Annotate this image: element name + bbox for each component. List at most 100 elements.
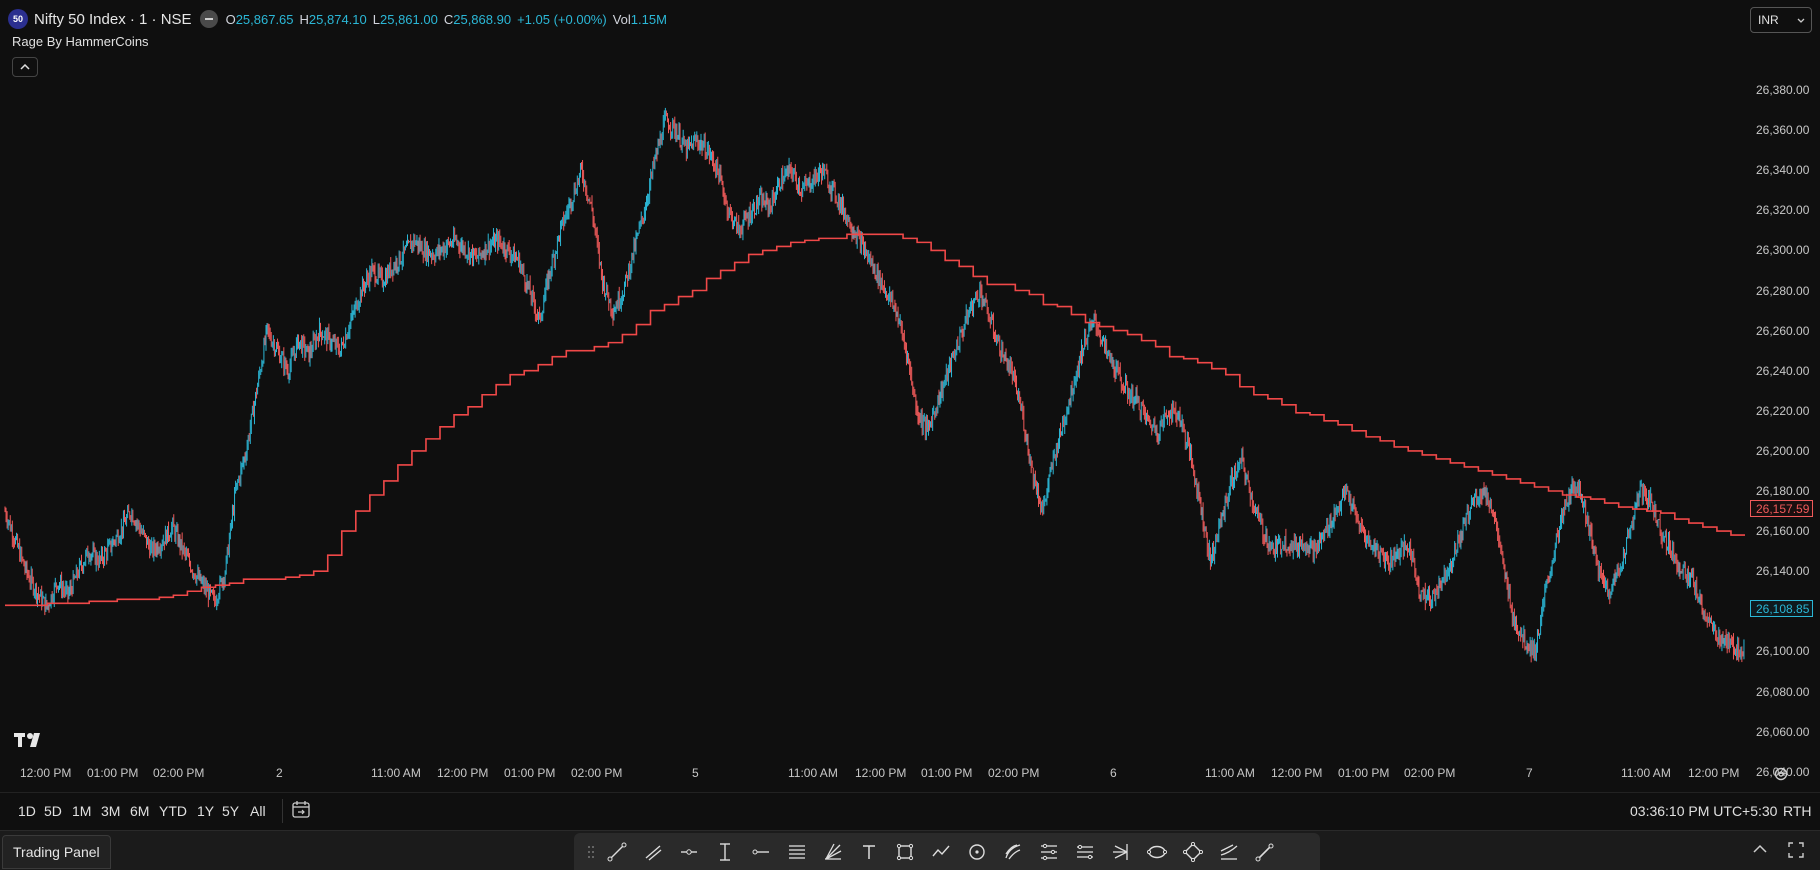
price-axis-label: 26,040.00 xyxy=(1756,764,1810,779)
price-axis-label: 26,320.00 xyxy=(1756,203,1810,218)
chart-area[interactable]: 50 Nifty 50 Index · 1 · NSE O25,867.65 H 2… xyxy=(0,0,1820,790)
range-button[interactable]: 6M xyxy=(130,803,150,819)
time-axis-label: 12:00 PM xyxy=(1271,766,1323,780)
trading-panel-tab[interactable]: Trading Panel xyxy=(2,835,111,869)
fullscreen-icon[interactable] xyxy=(1788,842,1804,863)
chevron-down-icon xyxy=(1797,18,1805,23)
price-axis-label: 26,340.00 xyxy=(1756,163,1810,178)
time-axis-label: 2 xyxy=(276,766,283,780)
time-axis-label: 11:00 AM xyxy=(1205,766,1255,780)
time-axis-label: 01:00 PM xyxy=(504,766,556,780)
time-axis-label: 12:00 PM xyxy=(20,766,72,780)
price-axis-label: 26,060.00 xyxy=(1756,724,1810,739)
ohlc-key: O xyxy=(225,12,236,27)
time-axis-label: 6 xyxy=(1110,766,1117,780)
tradingview-logo-icon[interactable] xyxy=(14,731,46,754)
time-axis-label: 7 xyxy=(1526,766,1533,780)
ohlc-value: 25,861.00 xyxy=(380,12,438,27)
time-axis-label: 02:00 PM xyxy=(571,766,623,780)
range-button[interactable]: 3M xyxy=(101,803,121,819)
vertical-line-icon[interactable] xyxy=(712,840,738,864)
pitchfork-icon[interactable] xyxy=(820,840,846,864)
price-axis-label: 26,380.00 xyxy=(1756,83,1810,97)
currency-select[interactable]: INR xyxy=(1750,7,1812,33)
price-axis-label: 26,080.00 xyxy=(1756,684,1810,699)
gear-icon[interactable] xyxy=(1773,766,1789,787)
polygon-icon[interactable] xyxy=(1180,840,1206,864)
path-icon[interactable] xyxy=(928,840,954,864)
symbol-title[interactable]: Nifty 50 Index · 1 · NSE xyxy=(34,10,192,28)
time-axis-label: 12:00 PM xyxy=(437,766,489,780)
ohlc-values: O25,867.65 H25,874.10 L25,861.00 C25,868.90… xyxy=(226,11,673,27)
range-button[interactable]: 5Y xyxy=(222,803,240,819)
drawing-toolbar xyxy=(574,833,1320,870)
indicator-title[interactable]: Rage By HammerCoins xyxy=(12,34,149,49)
time-axis-label: 02:00 PM xyxy=(153,766,205,780)
rectangle-icon[interactable] xyxy=(892,840,918,864)
brush-icon[interactable] xyxy=(1000,840,1026,864)
price-axis-label: 26,140.00 xyxy=(1756,564,1810,579)
ohlc-value: 25,868.90 xyxy=(453,12,512,27)
price-axis-label: 26,100.00 xyxy=(1756,644,1810,659)
drag-handle-icon[interactable] xyxy=(578,840,604,864)
price-axis-label: 26,300.00 xyxy=(1756,243,1810,258)
text-tool-icon[interactable] xyxy=(856,840,882,864)
price-axis-label: 26,280.00 xyxy=(1756,283,1810,298)
range-button[interactable]: 5D xyxy=(44,803,62,819)
ohlc-value: 25,867.65 xyxy=(235,12,294,27)
calendar-icon[interactable] xyxy=(290,799,312,826)
ohlc-key: L xyxy=(372,12,380,27)
range-button[interactable]: 1M xyxy=(72,803,92,819)
ohlc-key: C xyxy=(443,12,454,27)
collapse-legend-button[interactable] xyxy=(12,57,38,77)
currency-value: INR xyxy=(1758,13,1779,27)
indicator-price-tag: 26,157.59 xyxy=(1750,500,1813,517)
trend-line-icon[interactable] xyxy=(604,840,630,864)
ohlc-key: Vol xyxy=(612,12,631,27)
chart-legend: 50 Nifty 50 Index · 1 · NSE O25,867.65 H 2… xyxy=(8,8,673,30)
time-axis-label: 01:00 PM xyxy=(1338,766,1390,780)
chevron-up-icon[interactable] xyxy=(1752,842,1768,860)
fib-retracement-icon[interactable] xyxy=(1036,840,1062,864)
ellipse-icon[interactable] xyxy=(1144,840,1170,864)
last-price-tag: 26,108.85 xyxy=(1750,600,1813,617)
elliott-wave-icon[interactable] xyxy=(1216,840,1242,864)
range-button[interactable]: YTD xyxy=(159,803,187,819)
divider xyxy=(282,799,283,823)
time-axis-label: 5 xyxy=(692,766,699,780)
bottom-bar: Trading Panel xyxy=(0,830,1820,870)
range-button[interactable]: 1D xyxy=(18,803,36,819)
price-axis-label: 26,240.00 xyxy=(1756,363,1810,378)
time-axis-label: 12:00 PM xyxy=(855,766,907,780)
time-axis-label: 02:00 PM xyxy=(1404,766,1456,780)
clock-timezone[interactable]: 03:36:10 PM UTC+5:30 xyxy=(1630,803,1778,819)
chevron-up-icon xyxy=(20,64,30,70)
price-axis-label: 26,260.00 xyxy=(1756,323,1810,338)
symbol-badge: 50 xyxy=(8,9,28,29)
time-axis-label: 01:00 PM xyxy=(921,766,973,780)
circle-icon[interactable] xyxy=(964,840,990,864)
gann-box-icon[interactable] xyxy=(1072,840,1098,864)
session-toggle[interactable]: RTH xyxy=(1783,803,1812,819)
parallel-channel-icon[interactable] xyxy=(784,840,810,864)
fib-fan-icon[interactable] xyxy=(1108,840,1134,864)
measure-icon[interactable] xyxy=(1252,840,1278,864)
horizontal-line-icon[interactable] xyxy=(748,840,774,864)
price-axis-label: 26,180.00 xyxy=(1756,484,1810,498)
price-axis-label: 26,360.00 xyxy=(1756,123,1810,138)
range-button[interactable]: 1Y xyxy=(197,803,215,819)
ohlc-value: +1.05 (+0.00%) xyxy=(517,12,607,27)
legend-toggle-button[interactable] xyxy=(199,10,218,28)
range-button[interactable]: All xyxy=(250,803,266,819)
time-axis-label: 11:00 AM xyxy=(788,766,838,780)
chart-canvas[interactable] xyxy=(0,0,1820,790)
ray-icon[interactable] xyxy=(640,840,666,864)
ohlc-value: 1.15M xyxy=(630,12,667,27)
price-axis-label: 26,200.00 xyxy=(1756,443,1810,458)
ohlc-key: H xyxy=(299,12,309,27)
indicator-line xyxy=(5,233,1745,607)
time-axis-label: 01:00 PM xyxy=(87,766,139,780)
time-axis-label: 11:00 AM xyxy=(1621,766,1671,780)
horizontal-ray-icon[interactable] xyxy=(676,840,702,864)
price-axis-label: 26,160.00 xyxy=(1756,524,1810,539)
